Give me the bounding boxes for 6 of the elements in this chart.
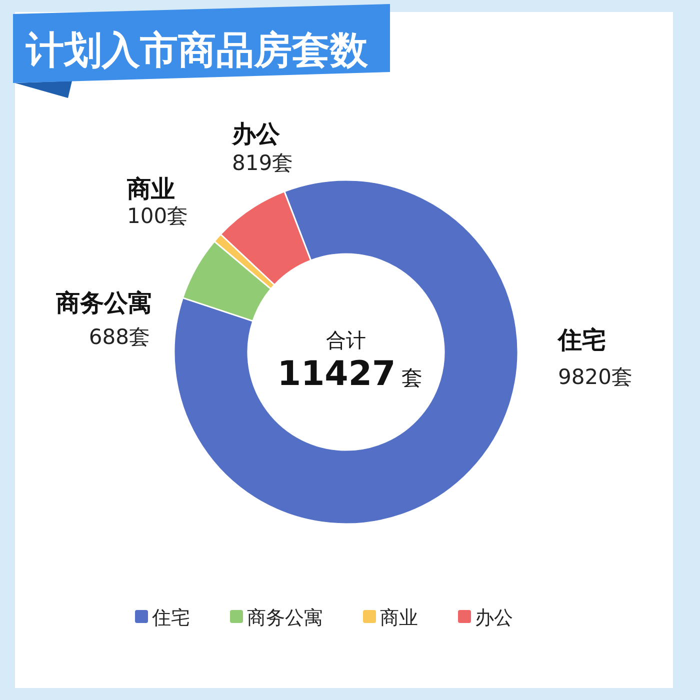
- legend-label: 商业: [380, 607, 418, 629]
- title: 计划入市商品房套数: [26, 28, 368, 72]
- legend-label: 住宅: [151, 607, 190, 629]
- annotation: 合计: [326, 328, 366, 352]
- legend-label: 商务公寓: [247, 607, 323, 629]
- legend-label: 办公: [475, 607, 513, 629]
